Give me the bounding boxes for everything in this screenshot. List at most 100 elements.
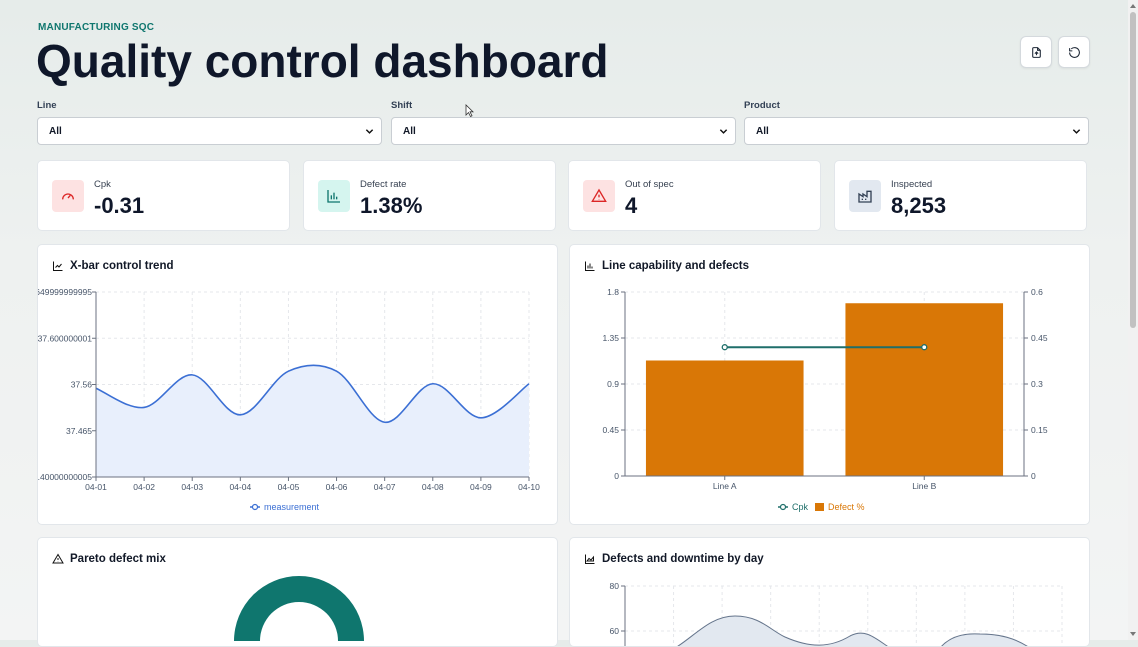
chevron-down-icon	[719, 129, 728, 134]
shift-select[interactable]: All	[391, 117, 736, 145]
x-tick-label: 04-07	[374, 482, 396, 492]
card-title-text: Defects and downtime by day	[602, 553, 764, 565]
scrollbar-thumb[interactable]	[1130, 12, 1136, 328]
downtime-area	[677, 615, 888, 646]
defect-bar	[645, 360, 804, 476]
mouse-cursor-icon	[465, 104, 474, 118]
x-tick-label: 04-01	[85, 482, 107, 492]
legend-label: Cpk	[792, 502, 809, 512]
line-select[interactable]: All	[37, 117, 382, 145]
line-chart-icon	[53, 261, 63, 271]
x-tick-label: 04-02	[133, 482, 155, 492]
refresh-icon	[1068, 46, 1080, 58]
kpi-value: 4	[625, 193, 638, 218]
kpi-label: Cpk	[94, 179, 111, 190]
kpi-label: Inspected	[891, 179, 933, 190]
x-tick-label: 04-04	[229, 482, 251, 492]
y-tick-label-left: 0	[614, 471, 619, 481]
y-tick-label-right: 0.6	[1031, 287, 1043, 297]
x-tick-label: 04-09	[470, 482, 492, 492]
xbar-card: X-bar control trend 37.649999999995 37.60…	[37, 244, 558, 525]
export-icon	[1031, 46, 1041, 58]
x-tick-label: 04-05	[278, 482, 300, 492]
card-title: Line capability and defects	[584, 260, 749, 272]
kpi-value: 1.38%	[360, 193, 423, 218]
kpi-out-of-spec: Out of spec 4	[568, 160, 821, 231]
product-select[interactable]: All	[744, 117, 1089, 145]
filter-label: Shift	[391, 100, 413, 111]
kpi-value: -0.31	[94, 193, 145, 218]
x-tick-label: 04-10	[518, 482, 540, 492]
y-tick-label-left: 1.8	[607, 287, 619, 297]
chevron-down-icon	[365, 129, 374, 134]
legend-label: measurement	[264, 502, 320, 512]
x-tick-label: 04-06	[326, 482, 348, 492]
x-tick-label: Line A	[713, 481, 737, 491]
filter-label: Product	[744, 100, 780, 111]
cpk-point	[721, 344, 728, 351]
kpi-inspected: Inspected 8,253	[834, 160, 1087, 231]
card-title-text: Pareto defect mix	[70, 553, 166, 565]
kpi-icon-box	[583, 180, 615, 212]
y-tick-label: 37.465	[66, 426, 92, 436]
bar-chart-icon	[585, 261, 595, 271]
downtime-chart: 60 80	[610, 581, 1063, 646]
pareto-card: Pareto defect mix	[37, 537, 558, 647]
y-tick-label-left: 0.45	[602, 425, 619, 435]
card-title: X-bar control trend	[52, 260, 174, 272]
y-tick-label-left: 0.9	[607, 379, 619, 389]
card-title-text: Line capability and defects	[602, 260, 749, 272]
downtime-area	[941, 633, 1028, 646]
warning-icon	[52, 553, 64, 564]
y-tick-label: 37.40000000005	[38, 472, 92, 482]
eyebrow-label: MANUFACTURING SQC	[38, 22, 155, 33]
y-tick-label-right: 0.3	[1031, 379, 1043, 389]
y-tick-label: 37.600000001	[38, 333, 92, 343]
filter-label: Line	[37, 100, 57, 111]
capability-card: Line capability and defects 0 0 0.45 0.15 0.…	[569, 244, 1090, 525]
measurement-line	[95, 364, 530, 424]
legend-marker	[779, 503, 787, 511]
y-tick-label: 37.56	[71, 380, 93, 390]
gauge-icon	[62, 193, 74, 200]
measurement-area	[96, 365, 529, 477]
card-title: Pareto defect mix	[52, 553, 166, 565]
x-tick-label: 04-03	[181, 482, 203, 492]
kpi-icon-box	[318, 180, 350, 212]
scroll-up-icon[interactable]	[1129, 2, 1137, 10]
chevron-down-icon	[1072, 129, 1081, 134]
kpi-label: Out of spec	[625, 179, 674, 190]
y-tick-label-right: 0.45	[1031, 333, 1048, 343]
cpk-point	[921, 344, 928, 351]
x-tick-label: 04-08	[422, 482, 444, 492]
pareto-chart	[234, 576, 364, 641]
factory-icon	[858, 190, 872, 203]
y-tick-label: 37.649999999995	[38, 287, 92, 297]
card-title: Defects and downtime by day	[584, 553, 764, 565]
export-button[interactable]	[1020, 36, 1052, 68]
kpi-icon-box	[849, 180, 881, 212]
y-tick-label-right: 0	[1031, 471, 1036, 481]
filter-line: Line All	[37, 100, 382, 145]
kpi-label: Defect rate	[360, 179, 407, 190]
filter-product: Product All	[744, 100, 1089, 145]
card-title-text: X-bar control trend	[70, 260, 174, 272]
scroll-down-icon[interactable]	[1129, 630, 1137, 638]
defect-bar	[845, 303, 1004, 476]
kpi-defect-rate: Defect rate 1.38%	[303, 160, 556, 231]
page-title: Quality control dashboard	[36, 35, 609, 87]
area-chart-icon	[585, 554, 595, 564]
bar-chart-icon	[327, 190, 340, 203]
downtime-card: Defects and downtime by day 60 80	[569, 537, 1090, 647]
pareto-donut-slice	[234, 576, 364, 641]
select-value: All	[756, 126, 769, 137]
kpi-cpk: Cpk -0.31	[37, 160, 290, 231]
warning-icon	[591, 188, 607, 202]
y-tick-label: 80	[610, 581, 620, 591]
y-tick-label: 60	[610, 626, 620, 636]
legend-label: Defect %	[828, 502, 865, 512]
legend-swatch	[815, 503, 824, 511]
y-tick-label-right: 0.15	[1031, 425, 1048, 435]
refresh-button[interactable]	[1058, 36, 1090, 68]
select-value: All	[49, 126, 62, 137]
